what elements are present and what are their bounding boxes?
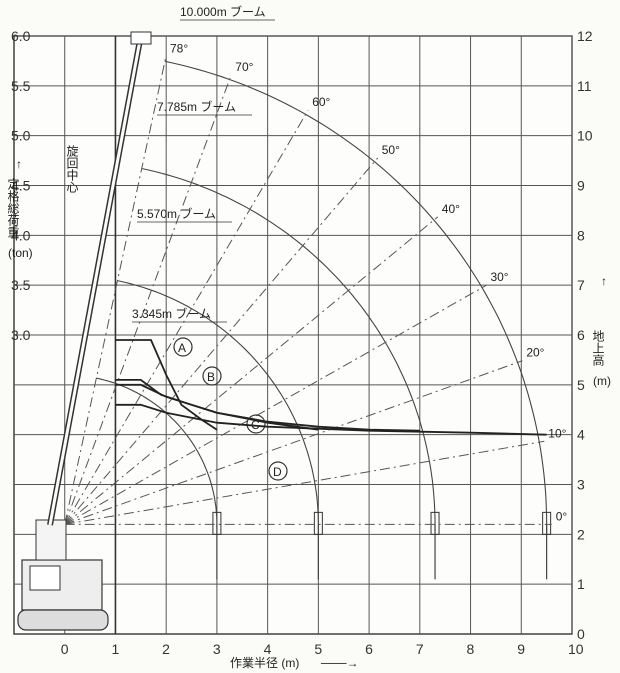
load-curve — [115, 403, 547, 436]
y-left-tick-label: 4.0 — [11, 227, 31, 243]
labels: 3.345m ブーム 5.570m ブーム 7.785m ブーム 10.000m ブー… — [132, 4, 275, 323]
y-left-tick-label: 4.5 — [11, 178, 31, 194]
x-tick-label: 9 — [517, 641, 525, 657]
y-right-tick-label: 6 — [577, 327, 585, 343]
boom-arcs — [96, 60, 552, 580]
angle-label: 30° — [490, 270, 508, 284]
hook-block — [430, 511, 440, 535]
boom-arc — [141, 167, 436, 531]
boom-label: 10.000m ブーム — [180, 4, 266, 19]
boom-label: 3.345m ブーム — [132, 306, 211, 321]
x-tick-label: 1 — [111, 641, 119, 657]
y-right-tick-label: 8 — [577, 227, 585, 243]
y-left-label: 定格総荷重 — [6, 177, 20, 238]
load-curve — [115, 383, 420, 432]
angle-label: 10° — [548, 426, 566, 440]
x-tick-label: 4 — [264, 641, 272, 657]
angle-label: 0° — [556, 509, 568, 523]
boom-label: 7.785m ブーム — [157, 99, 236, 114]
y-left-label-group: 定格総荷重 (ton) ↑ — [6, 157, 33, 260]
curve-label: B — [207, 370, 215, 384]
hook-block — [313, 511, 323, 535]
x-tick-label: 10 — [568, 641, 584, 657]
crane-cab — [29, 565, 61, 591]
curve-marker — [246, 414, 266, 434]
y-left-tick-label: 5.5 — [11, 78, 31, 94]
y-right-tick-label: 5 — [577, 377, 585, 393]
boom-label: 5.570m ブーム — [137, 206, 216, 221]
boom-arc — [96, 377, 218, 527]
load-curve — [115, 339, 218, 431]
y-right-tick-label: 4 — [577, 427, 585, 443]
angle-rays: 78° 70° 60° 50° 40° 30° 20° 10° 0° — [64, 41, 568, 525]
crane-track — [17, 609, 109, 631]
angle-label: 78° — [170, 41, 188, 55]
angle-ray — [64, 109, 309, 525]
y-right-unit: (m) — [593, 374, 611, 388]
x-tick-label: 5 — [314, 641, 322, 657]
angle-ray — [64, 216, 439, 525]
y-right-tick-label: 9 — [577, 178, 585, 194]
y-right-tick-label: 11 — [577, 78, 592, 94]
y-left-tick-label: 5.0 — [11, 128, 31, 144]
angle-label: 60° — [312, 95, 330, 109]
y-left-tick-label: 6.0 — [11, 28, 31, 44]
boom-arc — [117, 280, 319, 529]
angle-label: 70° — [235, 60, 253, 74]
angle-label: 50° — [382, 143, 400, 157]
y-right-label-group: ↑ 地上高 (m) — [591, 274, 611, 388]
curve-marker — [202, 366, 222, 386]
boom-head — [130, 31, 152, 45]
crane-turret — [35, 519, 67, 561]
rotation-center-label: 旋回中心 — [65, 145, 79, 193]
crane-machine — [17, 31, 152, 631]
y-right-arrow: ↑ — [601, 274, 607, 288]
y-right-tick-label: 10 — [577, 128, 593, 144]
x-tick-label: 7 — [416, 641, 424, 657]
x-tick-label: 0 — [61, 641, 69, 657]
y-left-tick-label: 3.0 — [11, 327, 31, 343]
y-right-tick-label: 12 — [577, 28, 593, 44]
angle-label: 20° — [526, 346, 544, 360]
angle-ray — [64, 284, 487, 525]
boom-arc — [164, 60, 548, 533]
angle-label: 40° — [442, 202, 460, 216]
hook-block — [212, 511, 222, 535]
hook-block — [542, 511, 552, 535]
grid: 0 1 2 3 4 5 6 7 8 9 103.03.54.04.55.05.56.00123456… — [11, 28, 593, 657]
y-left-arrow: ↑ — [16, 157, 22, 171]
x-tick-label: 8 — [467, 641, 475, 657]
curve-label: D — [273, 465, 282, 479]
x-tick-label: 3 — [213, 641, 221, 657]
curve-label: A — [178, 341, 186, 355]
x-tick-label: 2 — [162, 641, 170, 657]
curve-marker — [268, 461, 288, 481]
y-right-tick-label: 2 — [577, 526, 585, 542]
x-axis-label: 作業半径 (m) — [230, 656, 299, 670]
angle-ray — [64, 157, 379, 525]
crane-boom-inner — [48, 39, 142, 526]
y-right-tick-label: 0 — [577, 626, 585, 642]
y-right-tick-label: 7 — [577, 277, 585, 293]
y-right-tick-label: 1 — [577, 576, 585, 592]
x-tick-label: 6 — [365, 641, 373, 657]
y-left-tick-label: 3.5 — [11, 277, 31, 293]
y-left-unit: (ton) — [8, 246, 33, 260]
y-right-tick-label: 3 — [577, 477, 585, 493]
angle-ray — [64, 360, 523, 525]
y-right-label: 地上高 — [591, 330, 605, 367]
angle-ray — [64, 440, 545, 525]
x-axis-arrow: ───→ — [320, 656, 359, 670]
curve-marker — [173, 337, 193, 357]
